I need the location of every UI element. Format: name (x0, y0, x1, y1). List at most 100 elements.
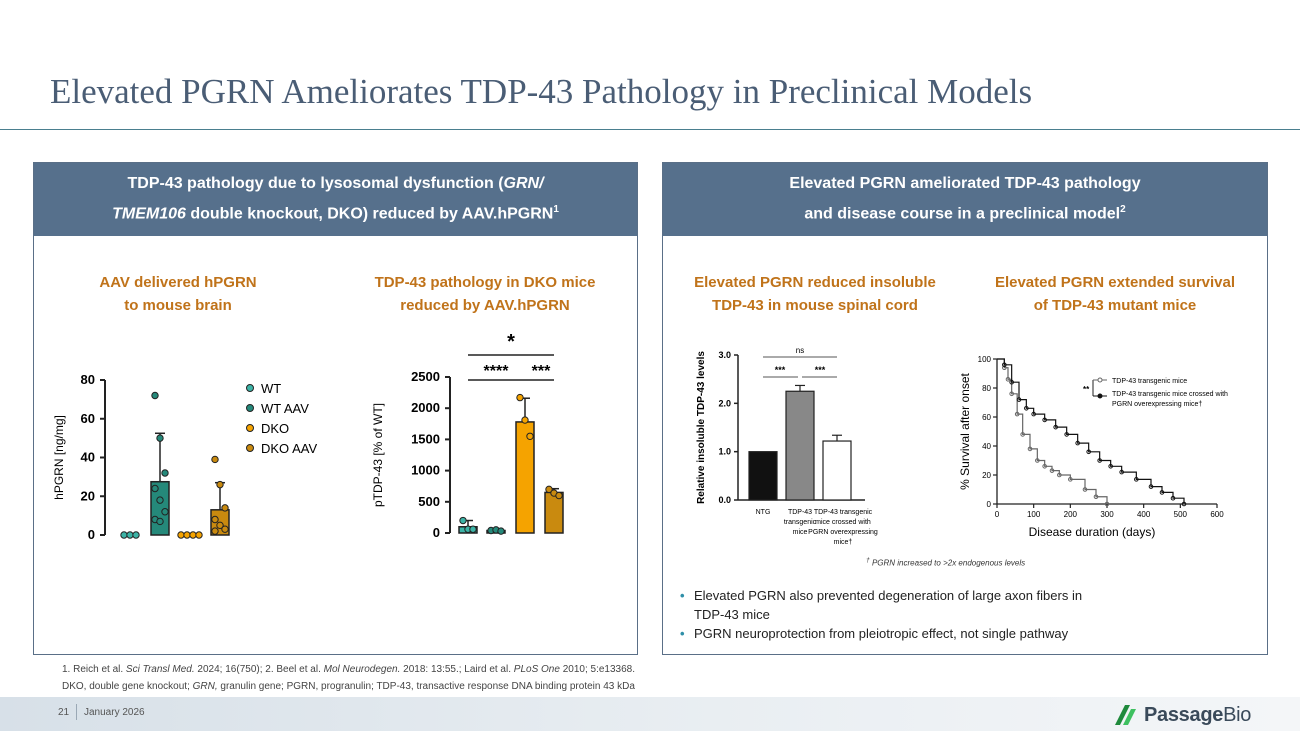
y-tick-label: 3.0 (718, 350, 731, 360)
right-panel: Elevated PGRN ameliorated TDP-43 patholo… (662, 162, 1268, 655)
censor-mark (1093, 494, 1099, 500)
legend-marker (246, 424, 254, 432)
y-tick-label: 40 (982, 442, 991, 451)
data-point (221, 525, 229, 533)
y-tick-label: 2500 (411, 369, 440, 384)
data-point (151, 484, 159, 493)
data-point (526, 432, 534, 440)
y-tick-label: 20 (982, 471, 991, 480)
censor-mark (1064, 432, 1069, 437)
bullet-dot-icon: • (680, 588, 685, 603)
bullet-dot-icon: • (680, 626, 685, 641)
y-tick-label: 2.0 (718, 398, 731, 408)
censor-mark (1009, 379, 1014, 385)
y-tick-label: 2000 (411, 400, 440, 415)
censor-mark (1082, 487, 1088, 492)
y-tick-label: 0 (987, 500, 992, 509)
survival-curve (997, 358, 1185, 504)
x-tick-label: 0 (995, 510, 1000, 519)
left-panel: TDP-43 pathology due to lysosomal dysfun… (33, 162, 638, 655)
censor-mark (1075, 440, 1080, 446)
hpgrn-bar-chart: 0 20 40 60 80 hPGRN [ng/mg] WT WT AAV DKO DKO AAV (52, 372, 317, 542)
significance-label: *** (815, 365, 826, 375)
x-tick-label: 500 (1174, 510, 1188, 519)
censor-mark (1002, 365, 1007, 371)
data-point (132, 531, 140, 539)
censor-mark (1031, 411, 1036, 417)
left-header-line1: TDP-43 pathology due to lysosomal dysfun… (127, 175, 544, 193)
censor-mark (1181, 501, 1187, 507)
data-point (126, 531, 134, 539)
censor-mark (1108, 464, 1113, 469)
x-tick-label: mice (793, 529, 808, 536)
legend-marker (246, 384, 254, 392)
significance-label: **** (484, 363, 510, 380)
survival-curve (997, 358, 1108, 504)
footer-divider (76, 704, 77, 720)
y-tick-label: 0 (88, 527, 95, 542)
censor-mark (1049, 468, 1055, 473)
censor-mark (1148, 484, 1154, 489)
data-point (156, 496, 164, 504)
left-panel-header: TDP-43 pathology due to lysosomal dysfun… (34, 163, 637, 236)
legend-label: DKO AAV (261, 441, 317, 456)
y-tick-label: 80 (982, 384, 991, 393)
censor-mark (1068, 477, 1073, 482)
x-tick-label: 200 (1064, 510, 1078, 519)
y-tick-label: 500 (418, 494, 440, 509)
censor-mark (1009, 391, 1014, 397)
significance-label: *** (532, 363, 551, 380)
censor-mark (1024, 406, 1029, 411)
x-tick-label: 600 (1210, 510, 1224, 519)
x-tick-label: 400 (1137, 510, 1151, 519)
censor-mark (1016, 397, 1022, 402)
y-tick-label: 1.0 (718, 447, 731, 457)
x-tick-label: PGRN overexpressing (808, 529, 878, 536)
subheading-hpgrn: AAV delivered hPGRN to mouse brain (99, 274, 257, 314)
censor-mark (1134, 477, 1139, 482)
censor-mark (1104, 501, 1110, 507)
censor-mark (1014, 411, 1020, 417)
x-axis-label: Disease duration (days) (1029, 525, 1156, 539)
legend-marker (1097, 393, 1103, 399)
censor-mark (1086, 449, 1091, 455)
data-point (195, 531, 203, 539)
censor-mark (1170, 495, 1176, 501)
dagger-footnote: † PGRN increased to >2x endogenous level… (866, 557, 1026, 568)
censor-mark (1002, 362, 1007, 368)
data-point (151, 391, 159, 400)
data-point (497, 527, 505, 535)
legend-label: TDP-43 transgenic mice (1112, 378, 1187, 385)
censor-mark (1042, 464, 1047, 469)
data-point (221, 504, 229, 512)
y-tick-label: 20 (81, 488, 95, 503)
y-tick-label: 0 (433, 525, 440, 540)
x-tick-label: TDP-43 transgenic (814, 509, 873, 516)
data-point (183, 531, 191, 539)
data-point (516, 393, 524, 402)
subheading-insoluble-tdp43: Elevated PGRN reduced insoluble TDP-43 i… (694, 274, 936, 314)
data-point (211, 527, 219, 535)
legend-label: WT (261, 381, 281, 396)
data-point (216, 480, 224, 489)
significance-label: ** (1083, 385, 1090, 394)
data-point (555, 491, 563, 500)
subheading-tdp43-dko: TDP-43 pathology in DKO mice reduced by … (374, 274, 596, 314)
censor-mark (1159, 490, 1165, 495)
x-tick-label: mice† (834, 539, 853, 546)
title-divider (0, 129, 1300, 130)
censor-mark (1097, 458, 1102, 463)
survival-curve-chart: 0 20 40 60 80 100 0 100 200 300 400 500 600 Disease d… (958, 355, 1228, 539)
y-tick-label: 1000 (411, 463, 440, 478)
bar (785, 390, 815, 501)
y-tick-label: 60 (81, 411, 95, 426)
data-point (177, 531, 185, 539)
x-tick-label: NTG (756, 509, 771, 516)
right-panel-header: Elevated PGRN ameliorated TDP-43 patholo… (663, 163, 1267, 236)
data-point (545, 485, 553, 494)
censor-mark (1020, 432, 1025, 437)
data-point (161, 508, 169, 516)
x-tick-label: transgenic (784, 519, 817, 526)
data-point (216, 521, 224, 530)
